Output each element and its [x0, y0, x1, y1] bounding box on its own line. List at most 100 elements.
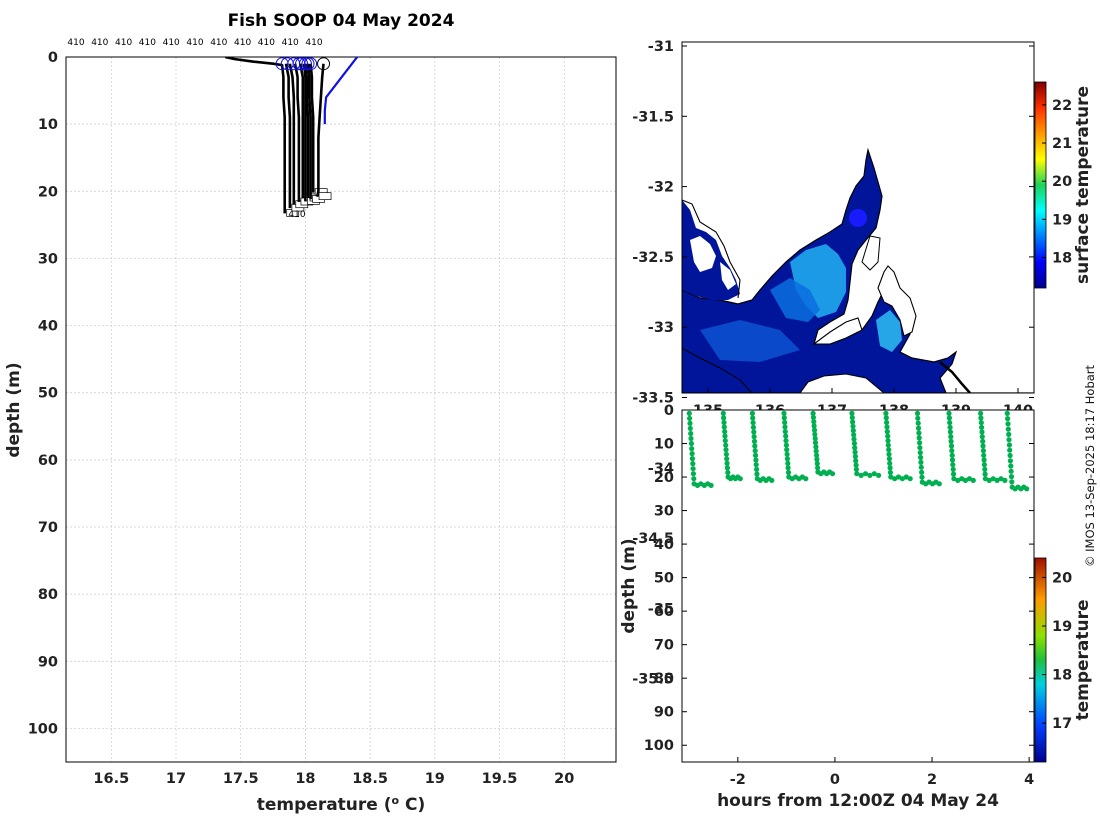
timeseries-point	[916, 435, 922, 441]
profile-station-label: 410	[186, 38, 203, 48]
profile-station-label: 410	[258, 38, 275, 48]
timeseries-point	[1024, 486, 1030, 492]
timeseries-point	[785, 469, 792, 476]
profile-bottom-marker	[318, 192, 332, 201]
timeseries-point	[978, 415, 984, 421]
timeseries-ylabel: depth (m)	[619, 538, 639, 633]
timeseries-point	[966, 476, 973, 482]
timeseries-point	[784, 451, 790, 457]
profile-surface-marker	[304, 57, 318, 71]
timeseries-point	[752, 443, 758, 449]
profile-ytick: 30	[38, 251, 58, 267]
timeseries-ytick: 0	[664, 403, 674, 419]
map-ytick: -31.5	[632, 109, 674, 125]
map-colorbar	[1034, 81, 1047, 289]
timeseries-point	[867, 472, 873, 478]
timeseries-point	[982, 476, 989, 482]
profile-station-label: 410	[67, 38, 84, 48]
timeseries-point	[854, 471, 860, 477]
timeseries-colorbar-label: temperature	[1073, 599, 1093, 720]
timeseries-point	[888, 474, 894, 480]
timeseries-point	[812, 435, 818, 442]
profile-line	[315, 63, 325, 198]
timeseries-point	[813, 448, 819, 454]
profile-ytick: 70	[38, 520, 58, 536]
timeseries-point	[812, 440, 819, 446]
timeseries-point	[949, 452, 955, 458]
timeseries-point	[899, 476, 906, 482]
timeseries-point	[853, 458, 859, 464]
timeseries-point	[970, 477, 976, 483]
timeseries-point	[1006, 442, 1013, 448]
profile-line	[302, 63, 307, 202]
profile-xtick: 18	[295, 771, 315, 787]
map-ytick: -32	[648, 180, 674, 196]
timeseries-point	[686, 410, 692, 416]
timeseries-point	[1007, 458, 1014, 464]
timeseries-point	[752, 452, 759, 458]
timeseries-point	[885, 438, 891, 444]
timeseries-point	[690, 466, 696, 472]
timeseries-point	[876, 472, 882, 478]
timeseries-point	[1009, 479, 1015, 485]
profile-surface-marker	[301, 57, 315, 71]
timeseries-point	[1004, 410, 1010, 416]
timeseries-point	[724, 456, 730, 462]
timeseries-point	[853, 462, 859, 468]
timeseries-point	[749, 410, 756, 416]
timeseries-point	[689, 446, 695, 452]
timeseries-point	[1006, 431, 1012, 437]
profile-xlabel: temperature (o C)	[257, 794, 426, 816]
timeseries-point	[751, 438, 758, 444]
sst-map	[682, 42, 1034, 393]
timeseries-point	[949, 457, 956, 463]
map-ytick: -32.5	[632, 250, 674, 266]
timeseries-point	[862, 471, 869, 477]
timeseries-point	[753, 462, 759, 468]
timeseries-point	[955, 477, 961, 483]
timeseries-point	[918, 464, 924, 470]
timeseries-xtick: -2	[730, 772, 746, 788]
timeseries-point	[737, 476, 743, 482]
timeseries-point	[950, 471, 957, 477]
map-ytick: -33	[648, 320, 674, 336]
timeseries-point	[688, 435, 694, 442]
timeseries-point	[903, 474, 909, 480]
timeseries-point	[851, 440, 858, 447]
profile-station-label: 410	[115, 38, 132, 48]
timeseries-point	[871, 471, 877, 477]
timeseries-point	[1002, 477, 1008, 483]
timeseries-colorbar-tick: 18	[1052, 668, 1072, 684]
timeseries-point	[754, 466, 760, 472]
timeseries-point	[853, 466, 860, 472]
map-colorbar-tick: 22	[1052, 98, 1072, 114]
timeseries-point	[721, 415, 727, 421]
timeseries-point	[810, 414, 817, 421]
timeseries-point	[980, 443, 986, 449]
timeseries-point	[721, 424, 727, 430]
timeseries-point	[947, 424, 953, 430]
timeseries-points	[686, 410, 1030, 492]
profile-line	[293, 63, 301, 202]
timeseries-point	[688, 440, 695, 447]
timeseries-point	[1005, 416, 1011, 422]
timeseries-point	[919, 469, 925, 475]
timeseries-point	[811, 423, 817, 429]
timeseries-point	[887, 460, 893, 466]
profile-station-label: 410	[234, 38, 251, 48]
timeseries-point	[887, 469, 894, 476]
timeseries-point	[689, 451, 695, 457]
profile-ticks: 16.5 17 17.5 18 18.5 19 19.5 20 0 10 20 30 40 50 60 70 8…	[28, 50, 575, 787]
timeseries-point	[907, 476, 913, 482]
timeseries-point	[917, 445, 923, 451]
timeseries-point	[886, 451, 892, 457]
timeseries-point	[724, 465, 731, 471]
timeseries-point	[884, 429, 890, 435]
timeseries-point	[936, 481, 942, 487]
timeseries-point	[981, 452, 987, 458]
timeseries-point	[814, 452, 820, 458]
profile-line	[288, 63, 296, 205]
timeseries-point	[850, 419, 856, 425]
timeseries-point	[916, 430, 922, 436]
timeseries-point	[687, 425, 693, 431]
